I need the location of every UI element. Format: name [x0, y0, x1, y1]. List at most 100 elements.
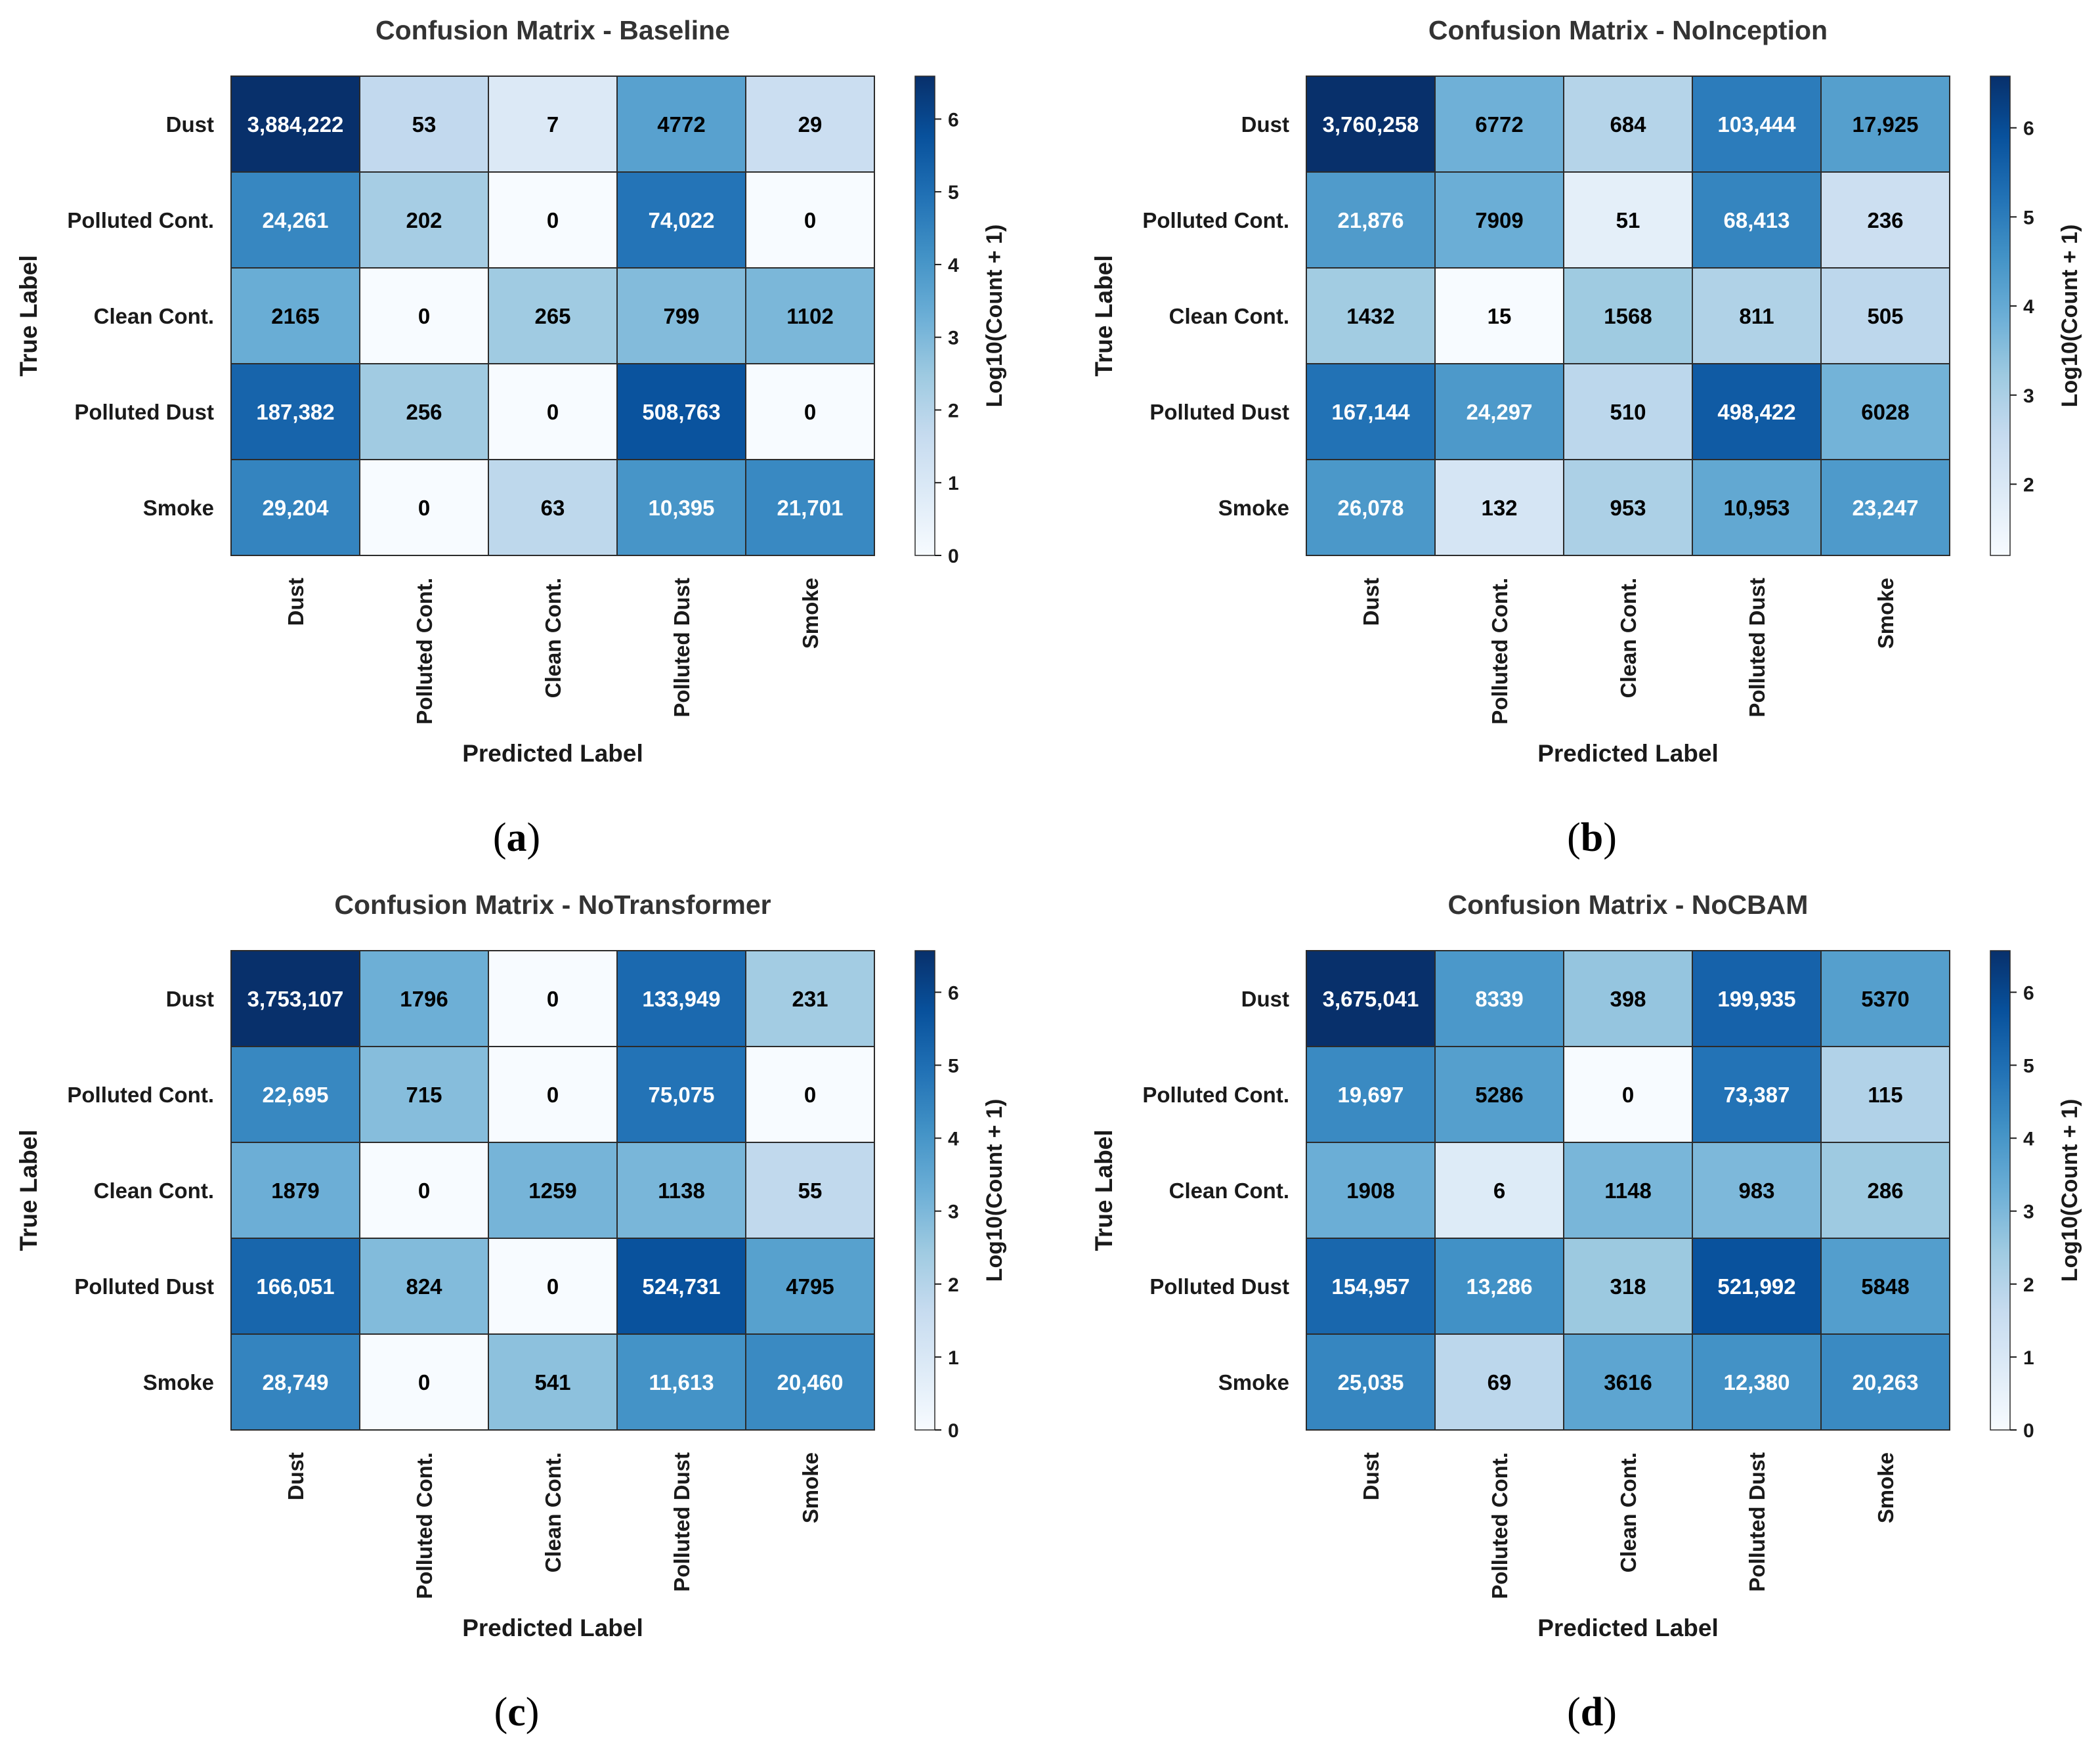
colorbar-gradient	[914, 76, 935, 556]
colorbar-tick-label: 6	[948, 109, 959, 131]
heatmap-cell	[1306, 950, 1436, 1047]
heatmap-cell	[359, 1046, 489, 1143]
heatmap-cell	[1434, 171, 1564, 269]
heatmap-cell	[745, 1046, 875, 1143]
heatmap-cell	[488, 171, 618, 269]
heatmap-cell	[1563, 76, 1693, 173]
y-tick-label: Clean Cont.	[94, 1178, 214, 1203]
cell-value-label: 1259	[528, 1178, 576, 1203]
cell-value-label: 0	[804, 400, 816, 424]
x-tick-label: Smoke	[798, 578, 823, 649]
heatmap-cell	[230, 950, 360, 1047]
heatmap-cell	[488, 76, 618, 173]
chart-title: Confusion Matrix - NoInception	[1428, 15, 1828, 45]
x-axis-label: Predicted Label	[1537, 1614, 1719, 1641]
cell-value-label: 521,992	[1717, 1274, 1795, 1299]
cell-value-label: 23,247	[1853, 496, 1919, 520]
cell-value-label: 1432	[1346, 304, 1394, 328]
cell-value-label: 15	[1488, 304, 1512, 328]
x-tick-label: Smoke	[798, 1452, 823, 1523]
y-axis-label: True Label	[15, 1129, 42, 1251]
y-tick-label: Polluted Cont.	[1142, 208, 1289, 232]
cell-value-label: 0	[547, 1274, 559, 1299]
cell-value-label: 1879	[271, 1178, 319, 1203]
heatmap-cell	[1306, 1046, 1436, 1143]
heatmap-cell	[359, 267, 489, 364]
heatmap-cell	[488, 1238, 618, 1335]
cell-value-label: 21,876	[1338, 208, 1404, 232]
heatmap-cell	[488, 1142, 618, 1239]
heatmap-cells: 3,675,041 8339 398 199,935 5370 19,697 5286 0 73…	[1306, 950, 1950, 1431]
heatmap-cell	[488, 1333, 618, 1431]
cell-value-label: 24,261	[263, 208, 329, 232]
heatmap-cell	[616, 1333, 746, 1431]
cell-value-label: 5848	[1861, 1274, 1909, 1299]
y-axis-label: True Label	[15, 255, 42, 376]
cell-value-label: 187,382	[256, 400, 334, 424]
cell-value-label: 74,022	[649, 208, 715, 232]
colorbar: 0 1 2 3 4 5 6 Log10(Count + 1)	[914, 76, 1007, 567]
heatmap-cell	[488, 267, 618, 364]
y-tick-label: Dust	[166, 112, 214, 137]
cell-value-label: 6	[1493, 1178, 1505, 1203]
colorbar-tick-label: 4	[2023, 296, 2034, 318]
heatmap-cell	[359, 363, 489, 460]
cell-value-label: 0	[804, 208, 816, 232]
colorbar-tick-label: 3	[948, 328, 959, 349]
heatmap-cell	[1434, 267, 1564, 364]
cell-value-label: 199,935	[1717, 987, 1795, 1011]
colorbar: 0 1 2 3 4 5 6 Log10(Count + 1)	[914, 950, 1007, 1442]
y-tick-label: Polluted Dust	[1149, 1274, 1289, 1299]
y-tick-label: Dust	[1241, 112, 1289, 137]
heatmap-cell	[745, 1333, 875, 1431]
cell-value-label: 799	[663, 304, 699, 328]
cell-value-label: 3,675,041	[1323, 987, 1419, 1011]
heatmap-cell	[359, 950, 489, 1047]
heatmap-cell	[1306, 1333, 1436, 1431]
cell-value-label: 115	[1868, 1083, 1902, 1107]
cell-value-label: 103,444	[1717, 112, 1796, 137]
cell-value-label: 7909	[1475, 208, 1523, 232]
x-tick-label: Dust	[284, 1452, 308, 1500]
heatmap-cell	[230, 459, 360, 556]
heatmap-cell	[1692, 1238, 1822, 1335]
x-tick-label: Polluted Cont.	[1488, 578, 1512, 725]
y-tick-label: Smoke	[143, 1370, 214, 1394]
heatmap-panel-2: Confusion Matrix - NoInception 3,760,258 6…	[1090, 15, 2082, 860]
x-tick-label: Clean Cont.	[541, 1452, 565, 1572]
cell-value-label: 684	[1610, 112, 1646, 137]
cell-value-label: 1102	[786, 304, 834, 328]
cell-value-label: 28,749	[263, 1370, 329, 1394]
cell-value-label: 398	[1610, 987, 1646, 1011]
cell-value-label: 11,613	[649, 1370, 714, 1394]
heatmap-cell	[1434, 459, 1564, 556]
heatmap-cell	[1306, 1238, 1436, 1335]
x-tick-label: Clean Cont.	[541, 578, 565, 698]
x-tick-label: Clean Cont.	[1616, 1452, 1640, 1572]
heatmap-cell	[1434, 1333, 1564, 1431]
x-tick-label: Polluted Dust	[670, 1452, 694, 1592]
cell-value-label: 2165	[271, 304, 319, 328]
heatmap-cell	[616, 1046, 746, 1143]
heatmap-cell	[745, 1238, 875, 1335]
heatmap-cell	[230, 363, 360, 460]
heatmap-cell	[1563, 950, 1693, 1047]
colorbar-gradient	[914, 950, 935, 1431]
x-tick-label: Polluted Cont.	[412, 578, 437, 725]
heatmap-cell	[1820, 363, 1950, 460]
heatmap-cell	[488, 1046, 618, 1143]
x-tick-label: Polluted Dust	[1745, 578, 1769, 718]
cell-value-label: 265	[534, 304, 570, 328]
heatmap-cell	[1563, 171, 1693, 269]
colorbar-tick-label: 4	[948, 1129, 959, 1150]
heatmap-cell	[1692, 171, 1822, 269]
heatmap-cells: 3,884,222 53 7 4772 29 24,261 202 0 74,022 0 2165 0…	[230, 76, 875, 556]
cell-value-label: 824	[406, 1274, 442, 1299]
cell-value-label: 0	[1622, 1083, 1634, 1107]
cell-value-label: 3,753,107	[247, 987, 344, 1011]
cell-value-label: 53	[412, 112, 437, 137]
y-tick-label: Smoke	[143, 496, 214, 520]
cell-value-label: 132	[1481, 496, 1517, 520]
